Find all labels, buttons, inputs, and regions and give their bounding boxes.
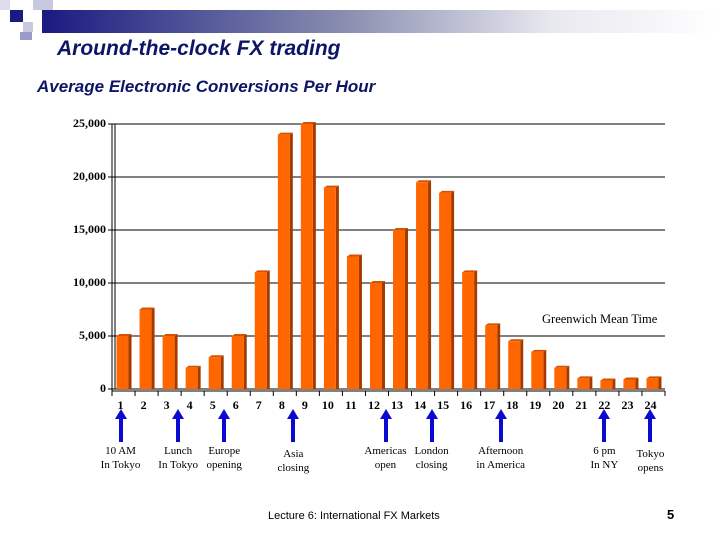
bar [346, 254, 362, 389]
bar [393, 228, 409, 389]
annotation-label: Asia closing [277, 448, 310, 474]
x-tick-label: 8 [278, 398, 285, 412]
x-tick-label: 11 [345, 398, 357, 412]
bar [254, 270, 270, 389]
annotation-label: Europe opening [206, 445, 242, 471]
x-tick-label: 24 [644, 398, 657, 412]
y-tick-label: 10,000 [73, 275, 106, 289]
arrow-up-icon [114, 409, 127, 442]
x-tick-label: 2 [140, 398, 147, 412]
bar [485, 323, 501, 389]
bar [462, 270, 478, 389]
x-tick-label: 10 [321, 398, 334, 412]
y-tick-label: 0 [100, 381, 106, 395]
bar [646, 376, 662, 389]
bar [554, 365, 570, 389]
y-tick-label: 15,000 [73, 222, 106, 236]
bar [300, 122, 316, 389]
x-tick-label: 12 [367, 398, 380, 412]
bar [231, 334, 247, 389]
footer-text: Lecture 6: International FX Markets [268, 510, 440, 522]
bar [139, 307, 155, 389]
arrow-up-icon [425, 409, 438, 442]
page-number: 5 [667, 507, 675, 522]
annotation-label: Afternoon in America [476, 445, 525, 471]
header-decoration [0, 0, 720, 40]
bar [623, 377, 639, 389]
x-tick-label: 13 [391, 398, 404, 412]
bar [162, 334, 178, 389]
x-tick-label: 5 [209, 398, 216, 412]
x-tick-label: 22 [598, 398, 611, 412]
x-tick-label: 17 [483, 398, 496, 412]
bar [531, 349, 547, 389]
x-tick-label: 21 [575, 398, 588, 412]
arrow-up-icon [218, 409, 231, 442]
x-tick-label: 9 [301, 398, 308, 412]
x-tick-label: 23 [621, 398, 634, 412]
x-tick-label: 20 [552, 398, 565, 412]
annotation-label: Tokyo opens [636, 448, 665, 474]
x-tick-label: 7 [255, 398, 262, 412]
chart-subtitle: Average Electronic Conversions Per Hour [37, 77, 376, 96]
x-tick-label: 1 [117, 398, 124, 412]
arrow-up-icon [287, 409, 300, 442]
x-tick-label: 6 [232, 398, 239, 412]
bar [369, 281, 385, 389]
bar [600, 378, 616, 389]
arrow-up-icon [379, 409, 392, 442]
arrow-up-icon [598, 409, 611, 442]
bar [508, 339, 524, 389]
bar [185, 365, 201, 389]
arrow-up-icon [644, 409, 657, 442]
x-tick-label: 14 [414, 398, 427, 412]
bar [116, 334, 132, 389]
y-tick-label: 5,000 [79, 328, 106, 342]
bar [577, 376, 593, 389]
annotation-label: 10 AM In Tokyo [100, 445, 141, 471]
bar [416, 180, 432, 389]
x-tick-label: 18 [506, 398, 519, 412]
annotation-label: London closing [414, 445, 449, 471]
annotation-label: Lunch In Tokyo [158, 445, 198, 471]
x-tick-label: 19 [529, 398, 542, 412]
annotation-label: Americas open [364, 445, 407, 471]
y-tick-label: 25,000 [73, 116, 106, 130]
bar [323, 185, 339, 389]
y-tick-label: 20,000 [73, 169, 106, 183]
bar [277, 132, 293, 389]
arrow-up-icon [494, 409, 507, 442]
bar [439, 190, 455, 389]
x-axis-label: Greenwich Mean Time [542, 312, 658, 326]
x-tick-label: 4 [186, 398, 193, 412]
x-tick-label: 3 [163, 398, 170, 412]
bar [208, 355, 224, 389]
x-tick-label: 16 [460, 398, 473, 412]
arrow-up-icon [172, 409, 185, 442]
slide-title: Around-the-clock FX trading [57, 37, 341, 60]
annotation-label: 6 pm In NY [590, 445, 619, 471]
x-tick-label: 15 [437, 398, 450, 412]
